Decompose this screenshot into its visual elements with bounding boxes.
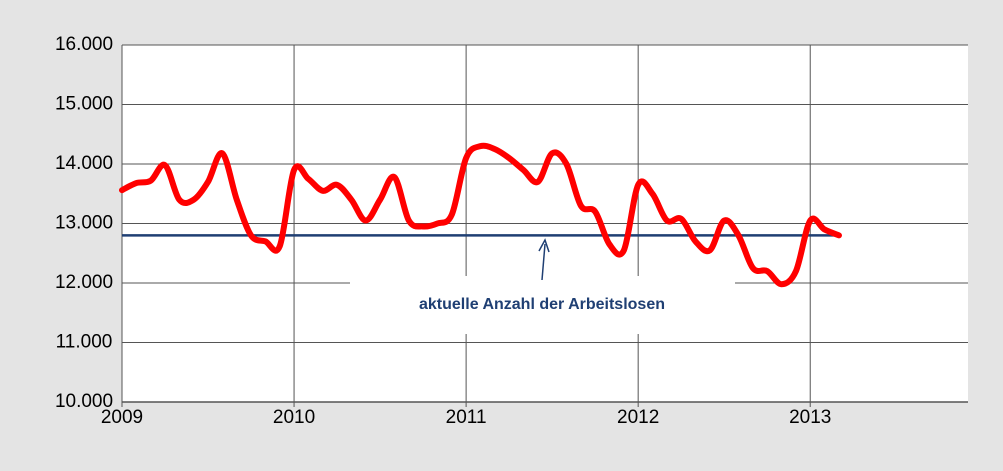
x-tick-label: 2011 <box>446 407 487 428</box>
x-tick-label: 2012 <box>617 407 659 428</box>
y-tick-label: 13.000 <box>55 213 113 234</box>
series-line <box>119 142 842 288</box>
y-tick-label: 15.000 <box>55 94 113 115</box>
y-tick-label: 12.000 <box>55 272 113 293</box>
y-tick-label: 16.000 <box>55 34 113 55</box>
annotation-box <box>350 276 735 334</box>
x-tick-label: 2009 <box>101 407 143 428</box>
y-tick-label: 10.000 <box>55 391 113 412</box>
x-tick-label: 2013 <box>789 407 831 428</box>
marks <box>119 142 842 288</box>
annotation-arrowhead <box>538 238 550 253</box>
y-tick-label: 14.000 <box>55 153 113 174</box>
y-tick-label: 11.000 <box>56 332 113 353</box>
annotation: aktuelle Anzahl der Arbeitslosen <box>419 296 665 313</box>
x-tick-label: 2010 <box>273 407 315 428</box>
annotation-arrow <box>541 243 546 281</box>
